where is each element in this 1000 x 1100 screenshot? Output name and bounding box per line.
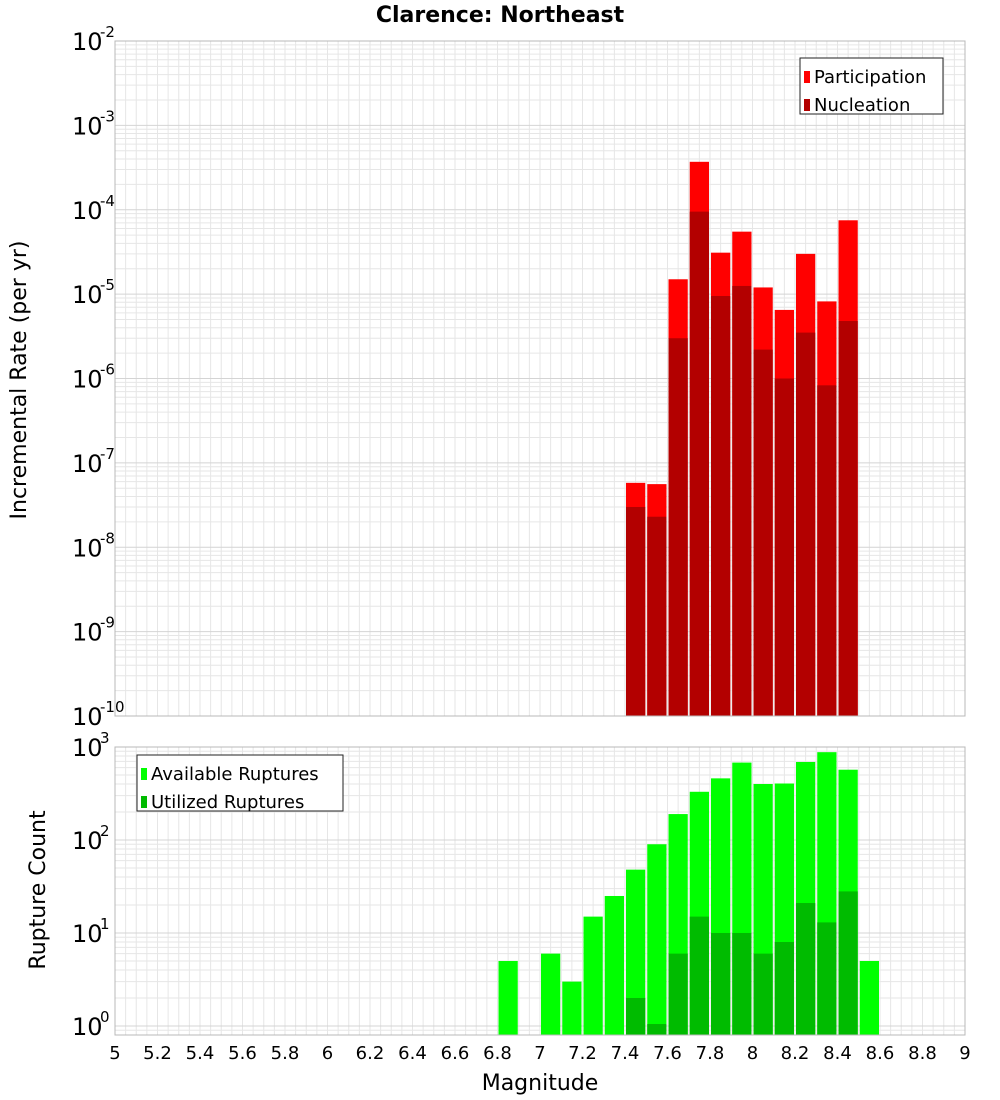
y-tick-label: 10 xyxy=(72,619,103,647)
y-tick-label: 10 xyxy=(72,112,103,140)
y-tick-label: 10 xyxy=(72,827,103,855)
x-tick-label: 5.2 xyxy=(143,1043,172,1064)
bar-nucleation xyxy=(626,506,646,716)
y-tick-exponent: 1 xyxy=(100,915,110,933)
y-tick-label: 10 xyxy=(72,197,103,225)
bar-utilized-ruptures xyxy=(626,997,646,1035)
bar-available-ruptures xyxy=(604,895,624,1035)
x-tick-label: 8.4 xyxy=(823,1043,852,1064)
bar-utilized-ruptures xyxy=(732,932,752,1035)
bar-nucleation xyxy=(796,332,816,716)
legend-swatch xyxy=(141,768,147,780)
bar-nucleation xyxy=(668,338,688,716)
plot-frame xyxy=(114,746,966,1036)
y-tick-exponent: -9 xyxy=(100,614,115,632)
bar-available-ruptures xyxy=(498,960,518,1035)
legend-box xyxy=(799,57,944,115)
x-tick-label: 7.2 xyxy=(568,1043,597,1064)
bar-nucleation xyxy=(647,516,667,716)
bar-utilized-ruptures xyxy=(753,953,773,1035)
y-tick-exponent: -7 xyxy=(100,445,115,463)
bar-available-ruptures xyxy=(626,869,646,1035)
y-tick-exponent: -2 xyxy=(100,23,115,41)
bottom-y-axis-label: Rupture Count xyxy=(26,810,51,970)
plot-panel-1: 10-210-310-410-510-610-710-810-910-10Par… xyxy=(72,23,966,731)
legend-box xyxy=(136,754,344,812)
legend: Participation Nucleation xyxy=(799,57,944,116)
bar-utilized-ruptures xyxy=(817,922,837,1035)
x-tick-label: 7.4 xyxy=(611,1043,640,1064)
x-axis-label: Magnitude xyxy=(482,1071,599,1096)
bar-utilized-ruptures xyxy=(796,903,816,1035)
top-y-axis-label: Incremental Rate (per yr) xyxy=(7,241,32,520)
y-tick-label: 10 xyxy=(72,281,103,309)
bar-nucleation xyxy=(732,285,752,716)
bar-nucleation xyxy=(838,321,858,716)
legend-swatch xyxy=(804,71,810,83)
legend-label: Available Ruptures xyxy=(151,764,319,785)
y-tick-exponent: -6 xyxy=(100,361,115,379)
bar-utilized-ruptures xyxy=(647,1024,667,1035)
y-tick-exponent: 2 xyxy=(100,822,110,840)
x-tick-label: 6.2 xyxy=(356,1043,385,1064)
y-tick-label: 10 xyxy=(72,734,103,762)
x-tick-label: 9 xyxy=(959,1043,970,1064)
x-tick-label: 5.4 xyxy=(186,1043,215,1064)
y-tick-exponent: -10 xyxy=(100,698,125,716)
bar-available-ruptures xyxy=(541,953,561,1035)
x-tick-label: 6.4 xyxy=(398,1043,427,1064)
legend-label: Utilized Ruptures xyxy=(151,792,304,813)
y-tick-exponent: -5 xyxy=(100,276,115,294)
y-tick-label: 10 xyxy=(72,366,103,394)
y-tick-label: 10 xyxy=(72,534,103,562)
bar-nucleation xyxy=(689,211,709,716)
bar-utilized-ruptures xyxy=(668,953,688,1035)
legend: Available Ruptures Utilized Ruptures xyxy=(136,754,344,813)
x-tick-label: 6.6 xyxy=(441,1043,470,1064)
x-tick-label: 5.8 xyxy=(271,1043,300,1064)
y-tick-label: 10 xyxy=(72,1013,103,1041)
x-tick-label: 6 xyxy=(322,1043,333,1064)
x-tick-label: 8.6 xyxy=(866,1043,895,1064)
y-tick-exponent: 3 xyxy=(100,729,110,747)
chart-title: Clarence: Northeast xyxy=(376,3,625,28)
plot-frame xyxy=(114,40,966,717)
y-tick-exponent: -8 xyxy=(100,529,115,547)
x-tick-label: 8.2 xyxy=(781,1043,810,1064)
y-tick-label: 10 xyxy=(72,703,103,731)
x-tick-label: 7 xyxy=(534,1043,545,1064)
x-tick-label: 8 xyxy=(747,1043,758,1064)
bar-utilized-ruptures xyxy=(838,891,858,1035)
x-tick-label: 5 xyxy=(109,1043,120,1064)
legend-label: Participation xyxy=(814,67,926,88)
y-tick-exponent: -4 xyxy=(100,192,115,210)
bar-nucleation xyxy=(817,385,837,716)
x-tick-label: 6.8 xyxy=(483,1043,512,1064)
legend-swatch xyxy=(804,99,810,111)
bar-available-ruptures xyxy=(859,960,879,1035)
bar-utilized-ruptures xyxy=(689,916,709,1035)
bar-available-ruptures xyxy=(562,981,582,1035)
bar-available-ruptures xyxy=(583,916,603,1035)
plot-panels: 10-210-310-410-510-610-710-810-910-10Par… xyxy=(72,23,971,1064)
bar-nucleation xyxy=(711,296,731,716)
x-tick-label: 8.8 xyxy=(908,1043,937,1064)
y-tick-exponent: -3 xyxy=(100,107,115,125)
x-tick-label: 5.6 xyxy=(228,1043,257,1064)
legend-label: Nucleation xyxy=(814,95,910,116)
legend-swatch xyxy=(141,796,147,808)
x-tick-label: 7.6 xyxy=(653,1043,682,1064)
bar-utilized-ruptures xyxy=(774,942,794,1035)
y-tick-label: 10 xyxy=(72,28,103,56)
bar-utilized-ruptures xyxy=(711,932,731,1035)
bar-available-ruptures xyxy=(647,844,667,1035)
bar-nucleation xyxy=(774,378,794,716)
x-tick-label: 7.8 xyxy=(696,1043,725,1064)
y-tick-label: 10 xyxy=(72,450,103,478)
bar-nucleation xyxy=(753,349,773,716)
y-tick-exponent: 0 xyxy=(100,1008,110,1026)
y-tick-label: 10 xyxy=(72,920,103,948)
